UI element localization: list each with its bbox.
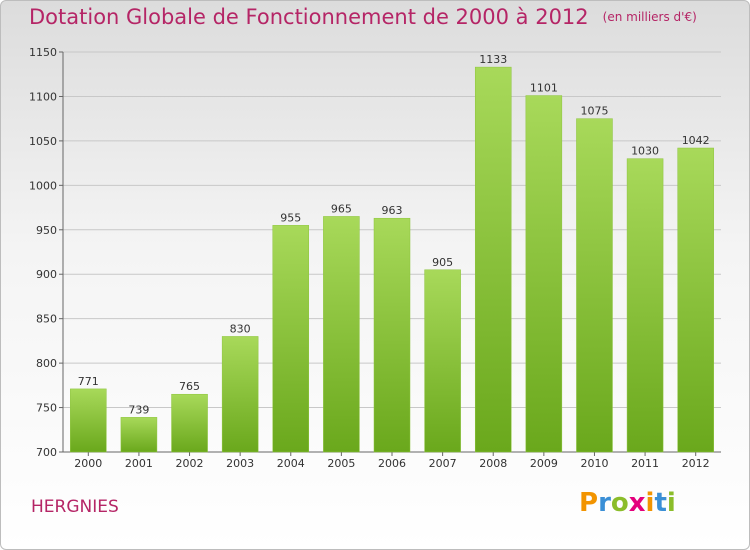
bar[interactable]: [677, 147, 714, 453]
y-tick-label: 1000: [29, 179, 57, 192]
x-tick-label: 2010: [580, 457, 608, 470]
bar-value-label: 739: [128, 403, 149, 416]
labels: 771 739 765 830 955 965 963 905 1133 1101 1075 1030…: [78, 53, 710, 416]
y-tick-label: 700: [36, 446, 57, 459]
logo-letter: x: [628, 488, 646, 518]
axes: 700 750 800 850 900 950 1000 1050 1100 1150 2000 20…: [29, 46, 721, 470]
bar-value-label: 1133: [479, 53, 507, 66]
x-tick-label: 2004: [277, 457, 305, 470]
bar[interactable]: [424, 269, 461, 453]
logo-letter: i: [666, 488, 676, 518]
x-tick-label: 2011: [631, 457, 659, 470]
x-tick-label: 2002: [176, 457, 204, 470]
bar-value-label: 765: [179, 380, 200, 393]
bar[interactable]: [474, 66, 512, 453]
chart-title-text: Dotation Globale de Fonctionnement de 20…: [29, 5, 589, 29]
bars: [70, 66, 714, 453]
y-tick-label: 750: [36, 402, 57, 415]
bar-value-label: 955: [280, 211, 301, 224]
y-tick-label: 800: [36, 357, 57, 370]
bar[interactable]: [70, 388, 107, 453]
y-tick-label: 850: [36, 313, 57, 326]
bar[interactable]: [323, 216, 360, 453]
bar-value-label: 1101: [530, 82, 558, 95]
chart-subtitle: (en milliers d'€): [602, 10, 697, 24]
x-tick-label: 2005: [327, 457, 355, 470]
bar[interactable]: [626, 158, 664, 453]
bar-value-label: 1042: [682, 134, 710, 147]
bar[interactable]: [525, 95, 563, 453]
chart-title: Dotation Globale de Fonctionnement de 20…: [29, 5, 697, 29]
bar[interactable]: [120, 417, 158, 453]
x-tick-label: 2009: [530, 457, 558, 470]
commune-name: HERGNIES: [31, 497, 119, 517]
logo-letter: i: [645, 488, 655, 518]
x-tick-label: 2012: [682, 457, 710, 470]
logo-letter: P: [579, 488, 599, 518]
proxiti-logo[interactable]: Proxiti: [579, 488, 676, 518]
x-tick-label: 2001: [125, 457, 153, 470]
y-tick-label: 900: [36, 268, 57, 281]
y-tick-label: 1050: [29, 135, 57, 148]
y-tick-label: 1150: [29, 46, 57, 59]
logo-letter: o: [610, 488, 629, 518]
logo-letter: t: [654, 488, 667, 518]
x-tick-label: 2008: [479, 457, 507, 470]
bar-value-label: 905: [432, 256, 453, 269]
x-tick-label: 2000: [74, 457, 102, 470]
bar-value-label: 1075: [580, 105, 608, 118]
bar[interactable]: [576, 118, 613, 453]
bar-value-label: 1030: [631, 145, 659, 158]
x-tick-label: 2006: [378, 457, 406, 470]
y-tick-label: 950: [36, 224, 57, 237]
logo-letter: r: [598, 488, 611, 518]
y-tick-label: 1100: [29, 90, 57, 103]
bar-value-label: 771: [78, 375, 99, 388]
bar-value-label: 830: [230, 322, 251, 335]
bar[interactable]: [171, 393, 208, 453]
x-tick-label: 2003: [226, 457, 254, 470]
bar[interactable]: [272, 225, 310, 453]
bar-value-label: 965: [331, 202, 352, 215]
bar[interactable]: [373, 217, 411, 453]
bar-value-label: 963: [382, 204, 403, 217]
x-tick-label: 2007: [429, 457, 457, 470]
bar[interactable]: [221, 336, 259, 453]
